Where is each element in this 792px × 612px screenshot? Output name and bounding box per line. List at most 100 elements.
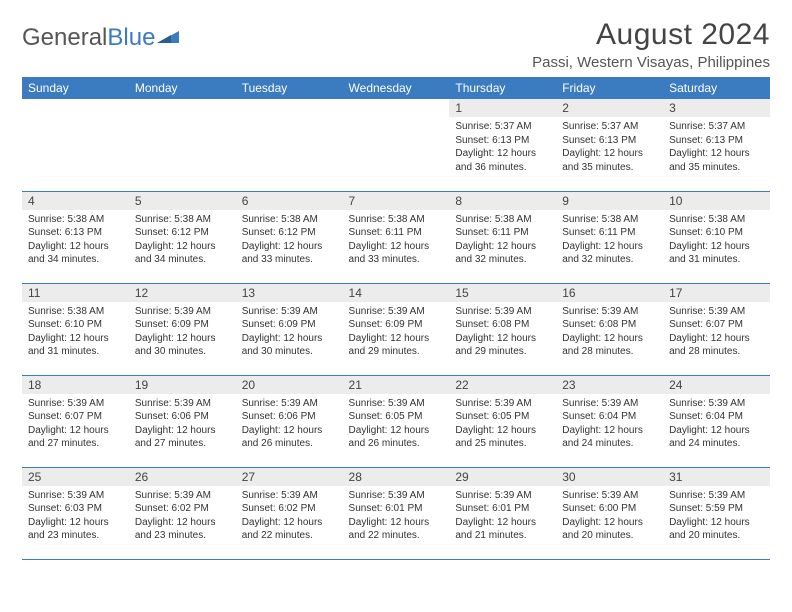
daylight-line: Daylight: 12 hours and 20 minutes. (669, 517, 750, 542)
daylight-line: Daylight: 12 hours and 33 minutes. (242, 241, 323, 266)
sunset-line: Sunset: 6:10 PM (669, 227, 743, 238)
calendar-empty-cell (22, 99, 129, 191)
calendar-day-cell: 10Sunrise: 5:38 AMSunset: 6:10 PMDayligh… (663, 191, 770, 283)
calendar-day-cell: 28Sunrise: 5:39 AMSunset: 6:01 PMDayligh… (343, 467, 450, 559)
daylight-line: Daylight: 12 hours and 24 minutes. (562, 425, 643, 450)
daylight-line: Daylight: 12 hours and 30 minutes. (135, 333, 216, 358)
sunset-line: Sunset: 6:06 PM (135, 411, 209, 422)
sunrise-line: Sunrise: 5:39 AM (242, 398, 318, 409)
day-number: 6 (236, 192, 343, 210)
day-number: 20 (236, 376, 343, 394)
daylight-line: Daylight: 12 hours and 23 minutes. (28, 517, 109, 542)
day-detail: Sunrise: 5:38 AMSunset: 6:12 PMDaylight:… (236, 210, 343, 269)
day-number: 13 (236, 284, 343, 302)
calendar-day-cell: 27Sunrise: 5:39 AMSunset: 6:02 PMDayligh… (236, 467, 343, 559)
calendar-day-cell: 21Sunrise: 5:39 AMSunset: 6:05 PMDayligh… (343, 375, 450, 467)
daylight-line: Daylight: 12 hours and 26 minutes. (242, 425, 323, 450)
calendar-day-cell: 7Sunrise: 5:38 AMSunset: 6:11 PMDaylight… (343, 191, 450, 283)
sunset-line: Sunset: 6:04 PM (562, 411, 636, 422)
day-detail: Sunrise: 5:38 AMSunset: 6:11 PMDaylight:… (449, 210, 556, 269)
sunset-line: Sunset: 6:12 PM (135, 227, 209, 238)
daylight-line: Daylight: 12 hours and 33 minutes. (349, 241, 430, 266)
sunset-line: Sunset: 6:13 PM (455, 135, 529, 146)
day-detail: Sunrise: 5:37 AMSunset: 6:13 PMDaylight:… (663, 117, 770, 176)
calendar-head: SundayMondayTuesdayWednesdayThursdayFrid… (22, 77, 770, 99)
day-detail: Sunrise: 5:39 AMSunset: 6:00 PMDaylight:… (556, 486, 663, 545)
sunset-line: Sunset: 6:04 PM (669, 411, 743, 422)
sunset-line: Sunset: 6:12 PM (242, 227, 316, 238)
sunrise-line: Sunrise: 5:39 AM (349, 398, 425, 409)
daylight-line: Daylight: 12 hours and 35 minutes. (669, 148, 750, 173)
sunset-line: Sunset: 6:06 PM (242, 411, 316, 422)
day-number: 24 (663, 376, 770, 394)
sunset-line: Sunset: 6:05 PM (349, 411, 423, 422)
sunrise-line: Sunrise: 5:39 AM (349, 306, 425, 317)
day-number: 2 (556, 99, 663, 117)
calendar-day-cell: 18Sunrise: 5:39 AMSunset: 6:07 PMDayligh… (22, 375, 129, 467)
calendar-day-cell: 11Sunrise: 5:38 AMSunset: 6:10 PMDayligh… (22, 283, 129, 375)
logo-flag-icon (157, 29, 179, 47)
calendar-day-cell: 22Sunrise: 5:39 AMSunset: 6:05 PMDayligh… (449, 375, 556, 467)
day-number: 4 (22, 192, 129, 210)
calendar-table: SundayMondayTuesdayWednesdayThursdayFrid… (22, 77, 770, 560)
calendar-page: GeneralBlue August 2024 Passi, Western V… (0, 0, 792, 570)
daylight-line: Daylight: 12 hours and 31 minutes. (669, 241, 750, 266)
day-number: 16 (556, 284, 663, 302)
day-detail: Sunrise: 5:39 AM Sunset: 6:06 PM Daylight:… (129, 394, 236, 453)
sunrise-line: Sunrise: 5:39 AM (455, 398, 531, 409)
calendar-week-row: 1Sunrise: 5:37 AMSunset: 6:13 PMDaylight… (22, 99, 770, 191)
day-detail: Sunrise: 5:38 AMSunset: 6:13 PMDaylight:… (22, 210, 129, 269)
sunrise-line: Sunrise: 5:39 AM (135, 490, 211, 501)
day-number: 10 (663, 192, 770, 210)
daylight-line: Daylight: 12 hours and 27 minutes. (135, 425, 216, 450)
sunrise-line: Sunrise: 5:39 AM (135, 398, 211, 409)
day-detail: Sunrise: 5:38 AMSunset: 6:10 PMDaylight:… (22, 302, 129, 361)
title-block: August 2024 Passi, Western Visayas, Phil… (532, 18, 770, 71)
calendar-day-cell: 4Sunrise: 5:38 AMSunset: 6:13 PMDaylight… (22, 191, 129, 283)
sunrise-line: Sunrise: 5:39 AM (135, 306, 211, 317)
sunrise-line: Sunrise: 5:39 AM (242, 490, 318, 501)
month-title: August 2024 (532, 18, 770, 52)
sunset-line: Sunset: 6:13 PM (669, 135, 743, 146)
calendar-day-cell: 29Sunrise: 5:39 AMSunset: 6:01 PMDayligh… (449, 467, 556, 559)
day-number: 15 (449, 284, 556, 302)
day-detail: Sunrise: 5:39 AM Sunset: 6:04 PM Daylight:… (663, 394, 770, 453)
sunrise-line: Sunrise: 5:39 AM (562, 306, 638, 317)
sunrise-line: Sunrise: 5:39 AM (669, 306, 745, 317)
daylight-line: Daylight: 12 hours and 22 minutes. (349, 517, 430, 542)
day-number: 25 (22, 468, 129, 486)
day-detail: Sunrise: 5:39 AMSunset: 6:01 PMDaylight:… (449, 486, 556, 545)
sunset-line: Sunset: 6:08 PM (562, 319, 636, 330)
calendar-day-cell: 12 Sunrise: 5:39 AM Sunset: 6:09 PM Dayligh… (129, 283, 236, 375)
sunset-line: Sunset: 6:02 PM (135, 503, 209, 514)
day-detail: Sunrise: 5:37 AMSunset: 6:13 PMDaylight:… (556, 117, 663, 176)
calendar-day-cell: 20 Sunrise: 5:39 AM Sunset: 6:06 PM Dayligh… (236, 375, 343, 467)
page-header: GeneralBlue August 2024 Passi, Western V… (22, 18, 770, 71)
sunset-line: Sunset: 6:11 PM (562, 227, 635, 238)
daylight-line: Daylight: 12 hours and 26 minutes. (349, 425, 430, 450)
daylight-line: Daylight: 12 hours and 25 minutes. (455, 425, 536, 450)
daylight-line: Daylight: 12 hours and 24 minutes. (669, 425, 750, 450)
sunset-line: Sunset: 6:00 PM (562, 503, 636, 514)
sunset-line: Sunset: 6:11 PM (455, 227, 528, 238)
day-number (22, 99, 129, 117)
day-number: 12 (129, 284, 236, 302)
sunrise-line: Sunrise: 5:39 AM (669, 398, 745, 409)
daylight-line: Daylight: 12 hours and 29 minutes. (455, 333, 536, 358)
sunset-line: Sunset: 6:09 PM (135, 319, 209, 330)
day-number (236, 99, 343, 117)
day-detail: Sunrise: 5:39 AMSunset: 6:01 PMDaylight:… (343, 486, 450, 545)
sunrise-line: Sunrise: 5:38 AM (135, 214, 211, 225)
day-detail: Sunrise: 5:39 AMSunset: 6:05 PMDaylight:… (449, 394, 556, 453)
calendar-day-cell: 26Sunrise: 5:39 AMSunset: 6:02 PMDayligh… (129, 467, 236, 559)
day-detail: Sunrise: 5:39 AM Sunset: 6:09 PM Daylight:… (129, 302, 236, 361)
day-detail: Sunrise: 5:39 AMSunset: 6:09 PMDaylight:… (343, 302, 450, 361)
calendar-day-cell: 30Sunrise: 5:39 AMSunset: 6:00 PMDayligh… (556, 467, 663, 559)
day-detail: Sunrise: 5:39 AMSunset: 6:02 PMDaylight:… (129, 486, 236, 545)
daylight-line: Daylight: 12 hours and 35 minutes. (562, 148, 643, 173)
calendar-empty-cell (343, 99, 450, 191)
sunrise-line: Sunrise: 5:38 AM (28, 214, 104, 225)
calendar-day-cell: 16Sunrise: 5:39 AMSunset: 6:08 PMDayligh… (556, 283, 663, 375)
calendar-week-row: 18Sunrise: 5:39 AMSunset: 6:07 PMDayligh… (22, 375, 770, 467)
sunrise-line: Sunrise: 5:39 AM (455, 490, 531, 501)
